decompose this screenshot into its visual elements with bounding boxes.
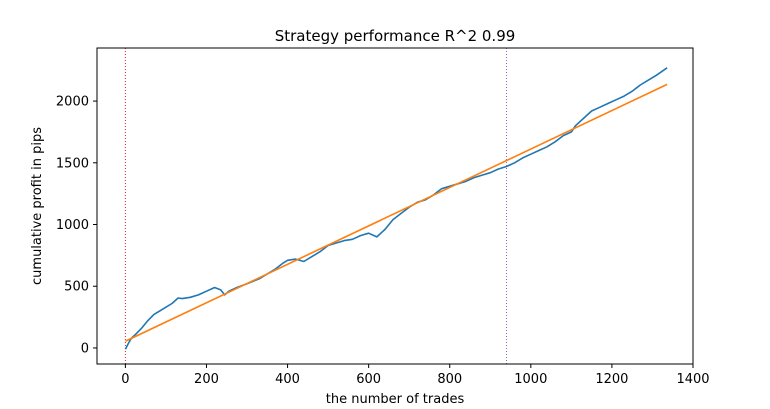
x-tick-label: 1200 xyxy=(595,372,628,387)
y-tick-label: 0 xyxy=(81,341,89,356)
trend-fit-line xyxy=(125,83,668,342)
y-tick-label: 1000 xyxy=(56,218,89,233)
x-tick-label: 400 xyxy=(275,372,300,387)
x-tick-label: 1000 xyxy=(514,372,547,387)
x-axis: 0 200 400 600 800 1000 1200 1400 xyxy=(121,364,710,387)
x-tick-label: 0 xyxy=(121,372,129,387)
x-tick-label: 1400 xyxy=(676,372,709,387)
x-tick-label: 800 xyxy=(437,372,462,387)
chart-title: Strategy performance R^2 0.99 xyxy=(275,27,516,45)
y-axis-label: cumulative profit in pips xyxy=(30,127,45,285)
profit-series-line xyxy=(124,67,668,350)
x-tick-label: 600 xyxy=(356,372,381,387)
y-tick-label: 500 xyxy=(64,280,89,295)
y-tick-label: 1500 xyxy=(56,156,89,171)
y-tick-label: 2000 xyxy=(56,95,89,110)
plot-area xyxy=(124,48,668,364)
plot-frame xyxy=(96,47,694,365)
y-axis: 0 500 1000 1500 2000 xyxy=(56,95,97,356)
x-axis-label: the number of trades xyxy=(326,392,465,407)
x-tick-label: 200 xyxy=(194,372,219,387)
